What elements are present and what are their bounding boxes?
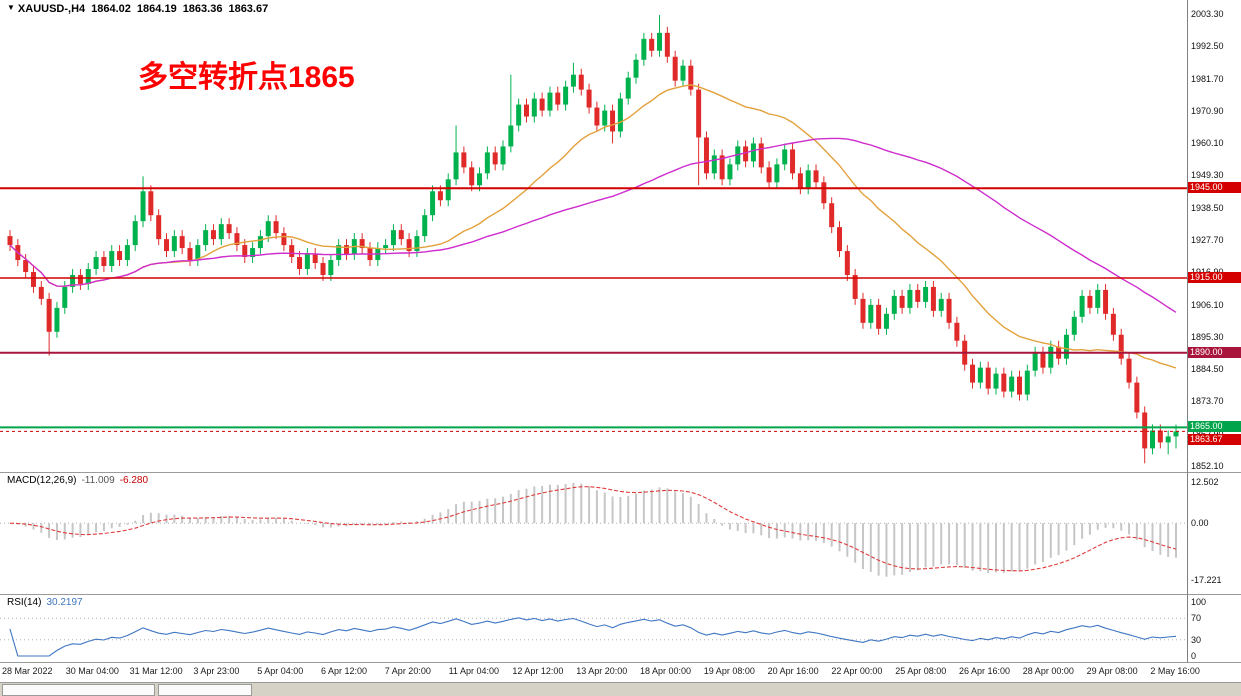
symbol-label: XAUUSD-,H4 xyxy=(17,3,86,15)
time-axis-label: 22 Apr 00:00 xyxy=(831,666,883,676)
rsi-axis-tick: 70 xyxy=(1191,613,1202,624)
macd-signal-line xyxy=(9,486,1177,572)
macd-axis-tick: -17.221 xyxy=(1191,575,1222,585)
time-axis-label: 19 Apr 08:00 xyxy=(703,666,755,676)
rsi-title: RSI(14) xyxy=(7,597,42,608)
price-level-label-1945-00[interactable]: 1945.00 xyxy=(1188,182,1241,194)
macd-title: MACD(12,26,9) xyxy=(7,475,77,486)
current-price-label[interactable]: 1863.67 xyxy=(1188,433,1241,445)
open-value: 1864.02 xyxy=(91,3,131,15)
time-axis-label: 30 Mar 04:00 xyxy=(65,666,119,676)
time-axis-label: 20 Apr 16:00 xyxy=(767,666,819,676)
time-axis-label: 3 Apr 23:00 xyxy=(193,666,240,676)
price-axis-tick: 1970.90 xyxy=(1191,105,1224,116)
macd-signal-value: -6.280 xyxy=(119,475,149,486)
time-axis-label: 6 Apr 12:00 xyxy=(321,666,368,676)
rsi-axis-tick: 0 xyxy=(1191,651,1197,661)
time-axis-label: 28 Apr 00:00 xyxy=(1022,666,1074,676)
status-cell xyxy=(2,684,155,696)
time-axis-label: 11 Apr 04:00 xyxy=(448,666,499,676)
rsi-axis-tick: 30 xyxy=(1191,634,1202,645)
rsi-line xyxy=(9,617,1177,657)
time-axis-label: 31 Mar 12:00 xyxy=(129,666,183,676)
price-axis-tick: 1981.70 xyxy=(1191,73,1224,84)
time-axis-label: 7 Apr 20:00 xyxy=(384,666,431,676)
price-axis-tick: 1862.90 xyxy=(1191,429,1240,439)
time-axis-label: 25 Apr 08:00 xyxy=(895,666,947,676)
price-level-label-1890-00[interactable]: 1890.00 xyxy=(1188,346,1241,358)
macd-indicator-label: MACD(12,26,9) -11.009 -6.280 xyxy=(7,475,148,486)
high-value: 1864.19 xyxy=(136,3,177,15)
horizontal-level-lines[interactable] xyxy=(0,187,1187,429)
macd-main-value: -11.009 xyxy=(81,475,115,486)
status-cell xyxy=(158,684,252,696)
price-axis-tick: 1992.50 xyxy=(1191,41,1224,52)
rsi-level-lines xyxy=(0,617,1187,641)
chart-header: ▼ XAUUSD-,H4 1864.02 1864.19 1863.36 1863.67 xyxy=(7,3,274,15)
price-axis-tick: 1906.10 xyxy=(1191,299,1224,310)
time-axis-label: 13 Apr 20:00 xyxy=(576,666,628,676)
rsi-axis-tick: 100 xyxy=(1191,597,1207,607)
panel-separator[interactable] xyxy=(0,472,1241,473)
axis-vertical-line xyxy=(1187,0,1188,662)
low-value: 1863.36 xyxy=(182,3,223,15)
macd-axis-tick: 12.502 xyxy=(1191,477,1219,487)
macd-histogram xyxy=(16,482,1177,577)
price-axis-tick: 1927.70 xyxy=(1191,235,1224,245)
price-axis-tick: 1949.30 xyxy=(1191,170,1224,181)
time-axis-label: 26 Apr 16:00 xyxy=(959,666,1011,676)
time-axis-label: 5 Apr 04:00 xyxy=(257,666,304,676)
price-axis-tick: 1960.10 xyxy=(1191,138,1224,149)
time-axis-label: 2 May 16:00 xyxy=(1150,666,1200,676)
price-axis-tick: 2003.30 xyxy=(1191,9,1224,19)
time-axis-label: 28 Mar 2022 xyxy=(2,666,53,676)
price-level-label-1865-00[interactable]: 1865.00 xyxy=(1188,421,1241,433)
chart-canvas[interactable] xyxy=(0,0,1241,682)
price-axis-tick: 1884.50 xyxy=(1191,364,1224,375)
price-level-label-1915-00[interactable]: 1915.00 xyxy=(1188,271,1241,283)
time-axis-label: 12 Apr 12:00 xyxy=(512,666,564,676)
time-axis-label: 18 Apr 00:00 xyxy=(640,666,692,676)
macd-axis-tick: 0.00 xyxy=(1191,518,1209,529)
candles-series xyxy=(7,14,1179,464)
ma-slow-line[interactable] xyxy=(9,137,1177,313)
panel-separator[interactable] xyxy=(0,594,1241,595)
chart-marker-icon: ▼ xyxy=(7,3,15,12)
rsi-indicator-label: RSI(14) 30.2197 xyxy=(7,597,83,608)
panel-separator[interactable] xyxy=(0,662,1241,663)
rsi-value: 30.2197 xyxy=(46,597,83,608)
price-axis-tick: 1852.10 xyxy=(1191,461,1224,471)
annotation-text[interactable]: 多空转折点1865 xyxy=(138,61,355,94)
price-axis-tick: 1873.70 xyxy=(1191,396,1224,407)
status-bar xyxy=(0,682,1241,696)
price-axis-tick: 1895.30 xyxy=(1191,331,1224,342)
close-value: 1863.67 xyxy=(228,3,269,15)
price-axis-tick: 1938.50 xyxy=(1191,202,1224,213)
ma-fast-line[interactable] xyxy=(9,84,1177,369)
time-axis-label: 29 Apr 08:00 xyxy=(1086,666,1138,676)
